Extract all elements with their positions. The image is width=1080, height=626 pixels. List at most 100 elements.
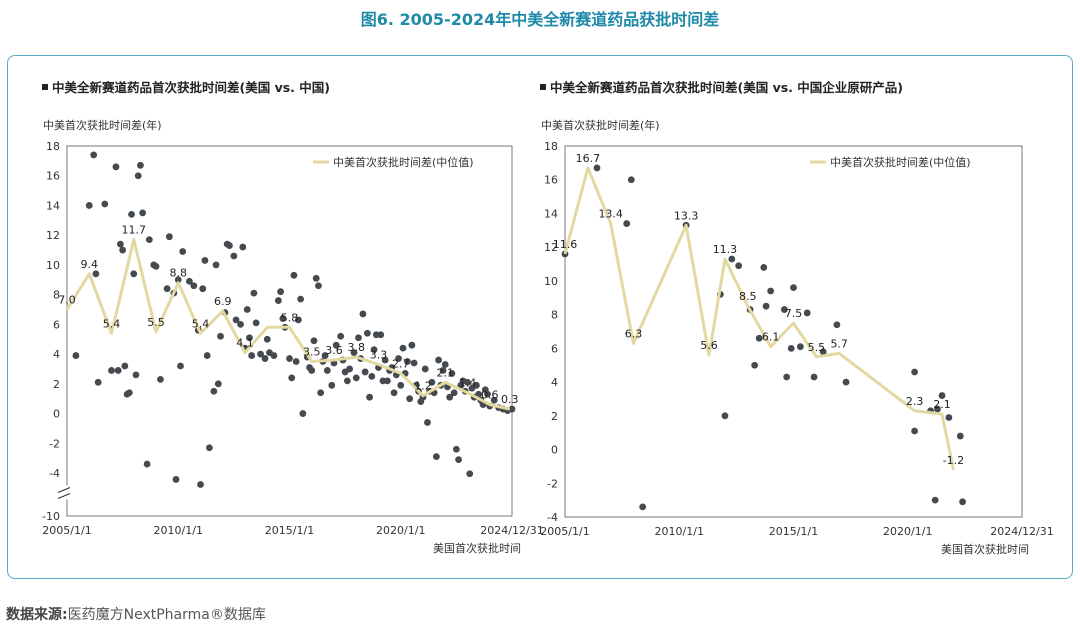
median-line <box>563 166 955 471</box>
scatter-point <box>145 236 153 244</box>
y-tick-label: 6 <box>53 318 60 331</box>
scatter-point <box>297 295 305 303</box>
y-tick-label: 12 <box>46 229 60 242</box>
scatter-point <box>263 335 271 343</box>
median-data-label: 7.5 <box>785 307 803 320</box>
scatter-point <box>252 319 260 327</box>
median-data-label: 6.9 <box>214 295 232 308</box>
scatter-point <box>177 362 184 370</box>
scatter-point <box>490 396 498 404</box>
median-data-label: 11.3 <box>713 243 738 256</box>
scatter-point <box>931 496 939 504</box>
median-data-label: 9.4 <box>81 258 99 271</box>
scatter-point <box>363 329 371 337</box>
scatter-point <box>201 257 209 264</box>
scatter-point <box>299 410 307 417</box>
scatter-point <box>911 368 919 376</box>
scatter-point <box>938 392 946 399</box>
scatter-point <box>243 306 251 313</box>
scatter-point <box>321 352 329 359</box>
scatter-point <box>473 381 480 389</box>
scatter-point <box>911 427 919 435</box>
median-data-label: 11.6 <box>553 238 578 251</box>
median-data-label: 5.5 <box>147 316 165 329</box>
y-tick-label: 10 <box>46 259 60 272</box>
median-data-label: 5.4 <box>103 317 121 330</box>
scatter-point <box>368 372 376 380</box>
scatter-point <box>787 344 795 352</box>
scatter-point <box>623 220 631 227</box>
scatter-point <box>134 172 142 180</box>
scatter-point <box>119 246 127 254</box>
scatter-point <box>448 370 456 377</box>
scatter-point <box>114 367 122 374</box>
scatter-point <box>130 270 138 278</box>
scatter-point <box>232 316 240 324</box>
y-tick-label: 0 <box>551 444 558 457</box>
x-tick-label: 2005/1/1 <box>42 524 91 537</box>
scatter-point <box>108 367 115 374</box>
median-data-label: 5.7 <box>830 337 848 350</box>
scatter-point <box>767 287 775 295</box>
median-data-label: 2.1 <box>437 366 455 379</box>
scatter-point <box>290 271 298 279</box>
scatter-point <box>819 348 827 356</box>
median-data-label: 5.8 <box>281 311 299 324</box>
median-data-label: 13.3 <box>674 209 699 222</box>
scatter-point <box>214 380 222 388</box>
plot-frame <box>564 145 1023 518</box>
x-tick-label: 2010/1/1 <box>655 525 704 538</box>
scatter-point <box>308 367 316 374</box>
scatter-point <box>424 419 431 426</box>
chart-title: 中美全新赛道药品首次获批时间差(美国 vs. 中国企业原研产品) <box>550 80 903 95</box>
median-data-label: 3.3 <box>370 348 388 361</box>
scatter-point <box>377 331 385 339</box>
scatter-point <box>128 210 135 218</box>
scatter-point <box>157 375 164 383</box>
median-data-label: 8.5 <box>739 290 757 303</box>
scatter-point <box>783 373 791 381</box>
scatter-point <box>101 200 109 208</box>
scatter-point <box>439 367 447 374</box>
scatter-point <box>945 414 953 421</box>
scatter-point <box>381 356 389 364</box>
y-tick-label: -4 <box>49 467 60 480</box>
y-tick-label: 4 <box>551 376 558 389</box>
scatter-point <box>959 498 966 506</box>
legend-label: 中美首次获批时间差(中位值) <box>333 155 474 169</box>
scatter-point <box>328 381 336 389</box>
y-tick-label: 8 <box>53 289 60 302</box>
scatter-point <box>85 202 93 209</box>
scatter-point <box>343 377 351 385</box>
scatter-point <box>432 453 440 461</box>
scatter-point <box>274 297 282 304</box>
scatter-point <box>466 470 474 478</box>
scatter-point <box>384 377 391 385</box>
scatter-point <box>310 337 318 345</box>
scatter-point <box>90 151 98 159</box>
x-tick-label: 2024/12/31 <box>480 524 543 537</box>
scatter-point <box>125 389 133 397</box>
scatter-point <box>237 320 244 328</box>
scatter-point <box>397 381 405 389</box>
scatter-point <box>410 359 418 367</box>
scatter-point <box>627 176 635 184</box>
median-data-label: 7.0 <box>58 294 76 307</box>
scatter-point <box>370 346 378 354</box>
scatter-point <box>179 248 187 255</box>
median-data-label: 3.5 <box>303 346 321 359</box>
scatter-point <box>217 332 224 340</box>
scatter-point <box>226 242 233 249</box>
median-data-label: 2.1 <box>933 398 951 411</box>
scatter-point <box>132 371 140 379</box>
source-label: 数据来源: <box>6 607 68 623</box>
scatter-point <box>446 393 454 401</box>
y-tick-label: 4 <box>53 348 60 361</box>
median-data-label: 2.7 <box>392 357 410 370</box>
scatter-point <box>484 390 491 398</box>
scatter-point <box>94 378 102 386</box>
scatter-point <box>112 163 120 171</box>
scatter-point <box>279 315 287 322</box>
figure-title: 图6. 2005-2024年中美全新赛道药品获批时间差 <box>360 10 720 29</box>
